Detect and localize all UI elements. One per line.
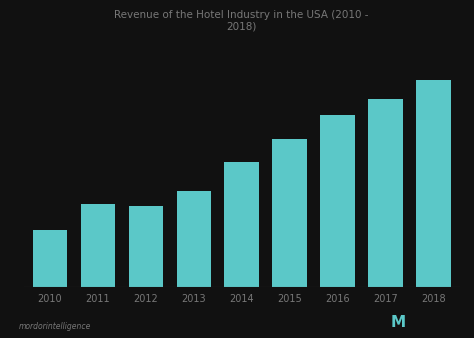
Bar (177, 191, 211, 338)
Bar (368, 99, 403, 338)
Bar (128, 206, 163, 338)
Bar (225, 162, 259, 338)
Text: mordorintelligence: mordorintelligence (19, 322, 91, 331)
Title: Revenue of the Hotel Industry in the USA (2010 -
2018): Revenue of the Hotel Industry in the USA… (115, 10, 369, 31)
Bar (320, 115, 355, 338)
Bar (81, 204, 115, 338)
Bar (33, 231, 67, 338)
Bar (416, 80, 451, 338)
Bar (273, 139, 307, 338)
Text: M: M (391, 315, 406, 330)
